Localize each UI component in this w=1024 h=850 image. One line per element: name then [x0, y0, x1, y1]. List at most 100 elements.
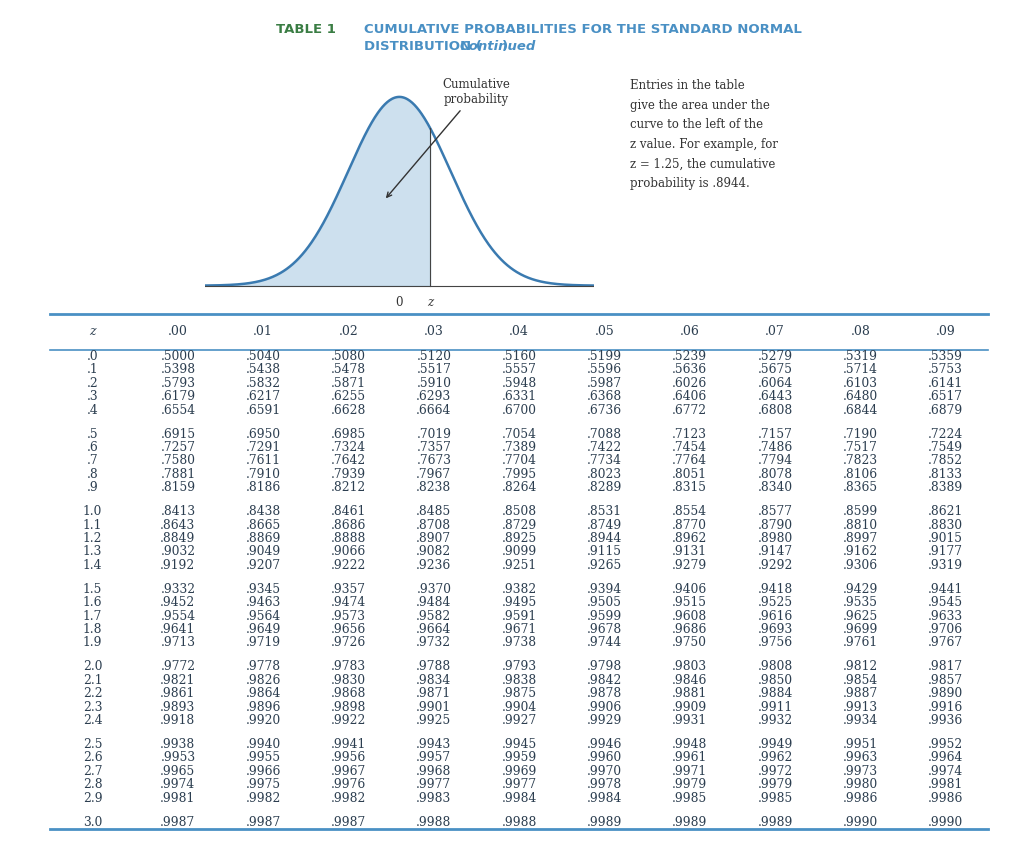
Text: .7019: .7019 [417, 428, 452, 440]
Text: .9750: .9750 [673, 637, 708, 649]
Text: .8485: .8485 [417, 505, 452, 518]
Text: .9959: .9959 [502, 751, 537, 764]
Text: 2.7: 2.7 [83, 765, 102, 778]
Text: .7794: .7794 [758, 455, 793, 468]
Text: .7823: .7823 [843, 455, 878, 468]
Text: .9564: .9564 [246, 609, 281, 622]
Text: .09: .09 [936, 326, 955, 338]
Text: .9985: .9985 [758, 791, 793, 805]
Text: .9357: .9357 [331, 583, 367, 596]
Text: .9756: .9756 [758, 637, 793, 649]
Text: .7123: .7123 [673, 428, 708, 440]
Text: .9222: .9222 [331, 558, 367, 572]
Text: .9713: .9713 [161, 637, 196, 649]
Text: 1.6: 1.6 [83, 596, 102, 609]
Text: .9981: .9981 [928, 779, 964, 791]
Text: .9884: .9884 [758, 687, 793, 700]
Text: .6103: .6103 [843, 377, 878, 390]
Text: .9292: .9292 [758, 558, 793, 572]
Text: .7157: .7157 [758, 428, 793, 440]
Text: .9918: .9918 [161, 714, 196, 727]
Text: .9834: .9834 [417, 674, 452, 687]
Text: .9987: .9987 [161, 816, 196, 829]
Text: 2.9: 2.9 [83, 791, 102, 805]
Text: .7054: .7054 [502, 428, 537, 440]
Text: 0: 0 [395, 296, 403, 309]
Text: 1.7: 1.7 [83, 609, 102, 622]
Text: .9968: .9968 [416, 765, 452, 778]
Text: .9957: .9957 [417, 751, 452, 764]
Text: .9967: .9967 [331, 765, 367, 778]
Text: .9830: .9830 [331, 674, 367, 687]
Text: .5948: .5948 [502, 377, 537, 390]
Text: .5120: .5120 [417, 350, 452, 363]
Text: .9990: .9990 [928, 816, 964, 829]
Text: .9032: .9032 [161, 546, 196, 558]
Text: .7291: .7291 [246, 441, 281, 454]
Text: .6179: .6179 [161, 390, 196, 403]
Text: .9936: .9936 [928, 714, 964, 727]
Text: .9972: .9972 [758, 765, 793, 778]
Text: .8051: .8051 [673, 468, 708, 481]
Text: .9671: .9671 [502, 623, 537, 636]
Text: .9625: .9625 [843, 609, 879, 622]
Text: .9890: .9890 [928, 687, 964, 700]
Text: .5199: .5199 [587, 350, 623, 363]
Text: 3.0: 3.0 [83, 816, 102, 829]
Text: .9838: .9838 [502, 674, 537, 687]
Text: .4: .4 [87, 404, 98, 416]
Text: .9961: .9961 [672, 751, 708, 764]
Text: .9207: .9207 [246, 558, 281, 572]
Text: .7190: .7190 [843, 428, 878, 440]
Text: .9525: .9525 [758, 596, 793, 609]
Text: .9803: .9803 [673, 660, 708, 673]
Text: .9976: .9976 [331, 779, 367, 791]
Text: .8133: .8133 [929, 468, 964, 481]
Text: .8: .8 [87, 468, 98, 481]
Text: .6293: .6293 [417, 390, 452, 403]
Text: .9082: .9082 [417, 546, 452, 558]
Text: .7611: .7611 [246, 455, 281, 468]
Text: .9633: .9633 [928, 609, 964, 622]
Text: .8186: .8186 [246, 481, 281, 494]
Text: .9854: .9854 [843, 674, 879, 687]
Text: .9951: .9951 [843, 738, 878, 751]
Text: .9857: .9857 [928, 674, 964, 687]
Text: .9066: .9066 [331, 546, 367, 558]
Text: .9988: .9988 [502, 816, 537, 829]
Text: .5793: .5793 [161, 377, 196, 390]
Text: 1.5: 1.5 [83, 583, 102, 596]
Text: .9015: .9015 [929, 532, 964, 545]
Text: .8621: .8621 [928, 505, 964, 518]
Text: Continued: Continued [460, 40, 537, 54]
Text: .9922: .9922 [331, 714, 367, 727]
Text: .9778: .9778 [246, 660, 281, 673]
Text: .7357: .7357 [417, 441, 452, 454]
Text: .3: .3 [87, 390, 98, 403]
Text: .6950: .6950 [246, 428, 281, 440]
Text: .9515: .9515 [673, 596, 708, 609]
Text: .8980: .8980 [758, 532, 793, 545]
Text: .7673: .7673 [417, 455, 452, 468]
Text: .9821: .9821 [161, 674, 196, 687]
Text: .9987: .9987 [331, 816, 367, 829]
Text: .6879: .6879 [928, 404, 964, 416]
Text: .5871: .5871 [331, 377, 367, 390]
Text: .7881: .7881 [161, 468, 196, 481]
Text: .6141: .6141 [928, 377, 964, 390]
Text: .9981: .9981 [161, 791, 196, 805]
Text: .8849: .8849 [161, 532, 196, 545]
Text: .05: .05 [595, 326, 614, 338]
Text: .8749: .8749 [587, 518, 623, 531]
Text: .9049: .9049 [246, 546, 281, 558]
Text: .9850: .9850 [758, 674, 793, 687]
Text: 2.6: 2.6 [83, 751, 102, 764]
Text: .8830: .8830 [928, 518, 964, 531]
Text: .7580: .7580 [161, 455, 196, 468]
Text: TABLE 1: TABLE 1 [276, 23, 336, 37]
Text: 1.1: 1.1 [83, 518, 102, 531]
Text: .9979: .9979 [672, 779, 708, 791]
Text: .9986: .9986 [928, 791, 964, 805]
Text: 2.3: 2.3 [83, 700, 102, 714]
Text: .8078: .8078 [758, 468, 793, 481]
